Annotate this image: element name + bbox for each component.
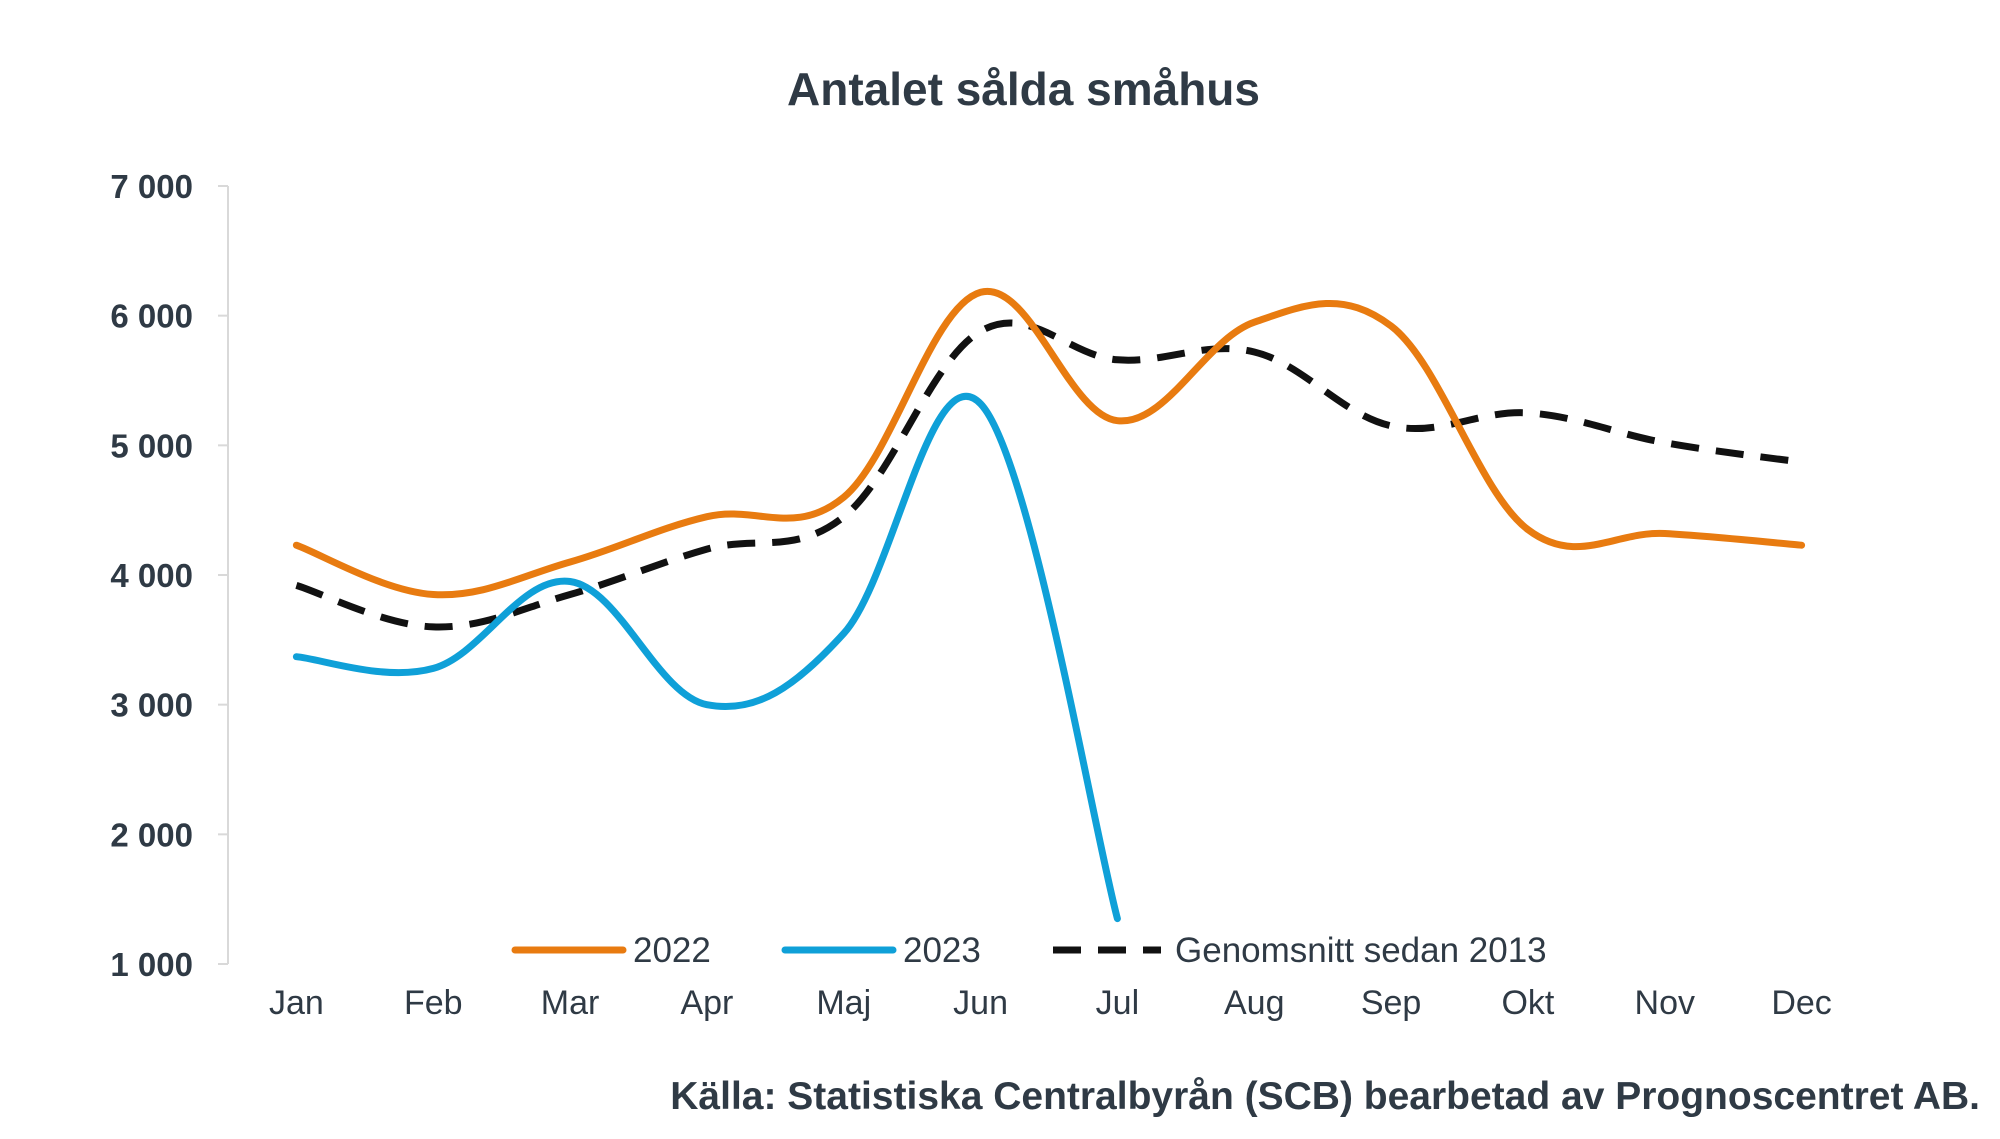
- series-line-2023: [292, 392, 1121, 923]
- series-line-2022: [292, 287, 1806, 599]
- x-tick-label: Nov: [1635, 984, 1695, 1022]
- x-tick-label: Jun: [953, 984, 1008, 1022]
- legend-label: Genomsnitt sedan 2013: [1175, 931, 1547, 970]
- source-note: Källa: Statistiska Centralbyrån (SCB) be…: [670, 1075, 1980, 1118]
- y-tick-label: 2 000: [110, 816, 193, 853]
- x-tick-label: Feb: [404, 984, 463, 1022]
- y-tick-label: 7 000: [110, 168, 193, 205]
- series-lines: [292, 287, 1806, 923]
- x-tick-label: Mar: [541, 984, 600, 1022]
- legend: 2022 2023 Genomsnitt sedan 2013: [511, 931, 1547, 970]
- y-tick-label: 1 000: [110, 946, 193, 983]
- x-tick-label: Jan: [269, 984, 324, 1022]
- x-tick-label: Dec: [1771, 984, 1831, 1022]
- axes: 1 000 2 000 3 000 4 000 5 000 6 000 7 000 Jan Fe…: [110, 168, 1831, 1022]
- x-tick-label: Jul: [1096, 984, 1139, 1022]
- chart-title: Antalet sålda småhus: [787, 63, 1260, 115]
- y-tick-label: 5 000: [110, 427, 193, 464]
- x-tick-label: Okt: [1501, 984, 1554, 1022]
- x-tick-label: Aug: [1224, 984, 1285, 1022]
- y-tick-label: 3 000: [110, 687, 193, 724]
- legend-label: 2023: [903, 931, 981, 970]
- legend-label: 2022: [633, 931, 711, 970]
- x-tick-label: Sep: [1361, 984, 1422, 1022]
- x-tick-label: Apr: [680, 984, 733, 1022]
- y-tick-label: 6 000: [110, 298, 193, 335]
- y-tick-label: 4 000: [110, 557, 193, 594]
- x-tick-label: Maj: [816, 984, 871, 1022]
